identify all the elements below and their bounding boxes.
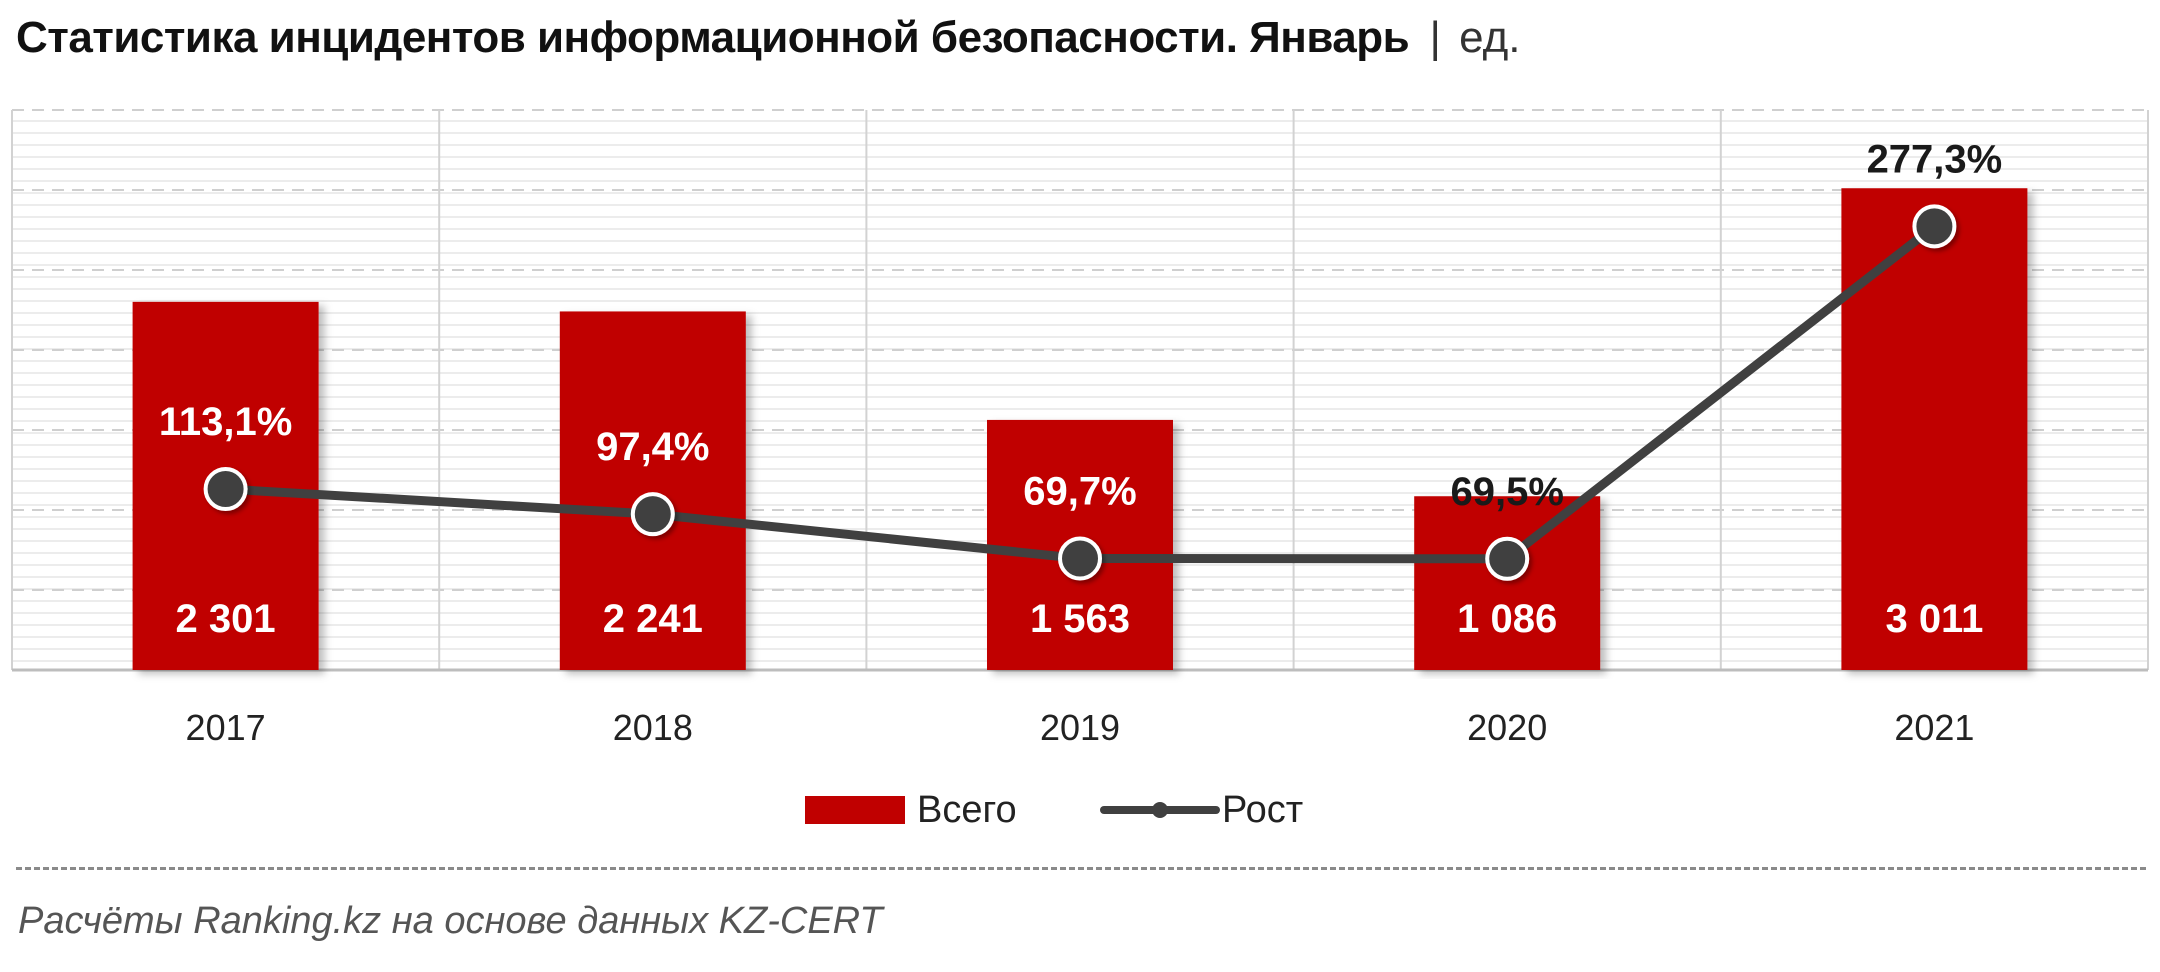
growth-value-label: 69,7% xyxy=(1023,469,1136,513)
growth-point-2017 xyxy=(203,467,248,512)
growth-point-2021 xyxy=(1912,204,1957,249)
source-divider xyxy=(16,867,2146,870)
bar-value-label: 3 011 xyxy=(1885,597,1983,641)
x-tick-label: 2017 xyxy=(186,707,266,748)
bar-value-label: 2 241 xyxy=(603,597,703,641)
x-tick-label: 2021 xyxy=(1894,707,1974,748)
bar-value-label: 2 301 xyxy=(176,597,276,641)
legend-item-growth: Рост xyxy=(1100,788,1303,832)
chart-svg: 2 301 2 241 1 563 1 086 3 011 113,1% 97,4% 69,7… xyxy=(11,109,2149,748)
source-note: Расчёты Ranking.kz на основе данных KZ-C… xyxy=(18,900,883,942)
legend-item-total: Всего xyxy=(805,788,1017,832)
legend-label-total: Всего xyxy=(917,788,1017,831)
growth-value-label: 69,5% xyxy=(1450,470,1563,514)
chart-title-unit: ед. xyxy=(1459,13,1521,62)
growth-value-label: 277,3% xyxy=(1867,137,2003,181)
chart-title-main: Статистика инцидентов информационной без… xyxy=(16,13,1410,62)
bar-series xyxy=(132,188,2028,671)
legend-label-growth: Рост xyxy=(1222,788,1304,831)
x-axis: 2017 2018 2019 2020 2021 xyxy=(186,707,1975,748)
line-series xyxy=(203,204,1957,581)
growth-value-label: 113,1% xyxy=(159,400,292,444)
growth-value-label: 97,4% xyxy=(596,425,709,469)
bar-2020 xyxy=(1414,496,1601,670)
chart-legend: Всего Рост xyxy=(0,788,2160,832)
chart-title: Статистика инцидентов информационной без… xyxy=(16,10,1521,66)
growth-point-2020 xyxy=(1485,536,1530,581)
x-tick-label: 2018 xyxy=(613,707,693,748)
growth-point-2019 xyxy=(1058,536,1102,581)
bar-2021 xyxy=(1841,188,2028,671)
bar-value-label: 1 563 xyxy=(1030,597,1130,641)
growth-point-2018 xyxy=(630,492,675,537)
x-tick-label: 2019 xyxy=(1040,707,1120,748)
bar-2018 xyxy=(559,311,746,670)
x-tick-label: 2020 xyxy=(1467,707,1547,748)
data-labels: 2 301 2 241 1 563 1 086 3 011 113,1% 97,4% 69,7… xyxy=(159,137,2002,641)
bar-value-label: 1 086 xyxy=(1457,597,1557,641)
legend-bar-swatch xyxy=(805,796,905,824)
chart-title-separator: | xyxy=(1429,13,1441,62)
legend-line-swatch xyxy=(1100,802,1220,818)
